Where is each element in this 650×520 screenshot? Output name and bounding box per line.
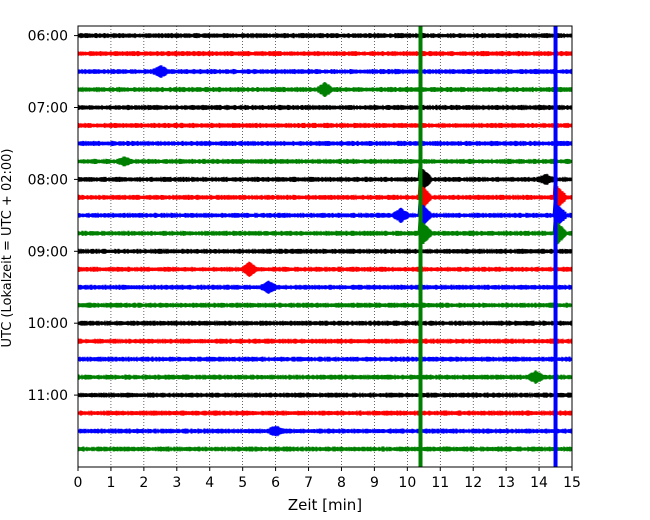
x-tick-label: 3: [172, 475, 181, 491]
x-tick-label: 8: [337, 475, 346, 491]
y-tick-label: 08:00: [28, 172, 68, 188]
trace-1045: [77, 370, 573, 384]
trace-1030: [77, 356, 573, 362]
trace-1015: [77, 338, 573, 344]
trace-1145: [77, 446, 573, 452]
x-tick-label: 6: [271, 475, 280, 491]
y-axis-ticks: 06:00 07:00 08:00 09:00 10:00 11:00: [28, 29, 78, 404]
trace-1115: [77, 410, 573, 416]
x-tick-label: 4: [205, 475, 214, 491]
plot-frame: [77, 25, 573, 468]
trace-0915: [77, 261, 573, 278]
x-axis-ticks: 0 1 2 3 4 5 6 7 8 9 10 11 12 13 14 15: [74, 467, 581, 491]
trace-1100: [77, 392, 573, 398]
x-tick-label: 7: [304, 475, 313, 491]
x-tick-label: 14: [530, 475, 548, 491]
x-tick-label: 11: [431, 475, 449, 491]
trace-0700: [77, 104, 573, 111]
y-tick-label: 10:00: [28, 316, 68, 332]
trace-0730: [77, 140, 573, 147]
trace-0830: [77, 201, 573, 230]
trace-0930: [77, 280, 573, 294]
trace-0630: [77, 65, 573, 78]
y-axis-label: UTC (Lokalzeit = UTC + 02:00): [0, 149, 15, 348]
trace-0900: [77, 248, 573, 255]
x-tick-label: 9: [370, 475, 379, 491]
trace-0600: [77, 32, 573, 39]
trace-0715: [77, 122, 573, 129]
trace-0645: [77, 81, 573, 98]
x-tick-label: 0: [74, 475, 83, 491]
trace-1130: [77, 425, 573, 437]
traces: [77, 32, 573, 452]
trace-0800: [77, 165, 573, 193]
x-tick-label: 13: [497, 475, 515, 491]
trace-0615: [77, 50, 573, 57]
trace-1000: [77, 320, 573, 326]
trace-0945: [77, 302, 573, 308]
trace-0745: [77, 156, 573, 167]
y-tick-label: 11:00: [28, 388, 68, 404]
x-tick-label: 15: [563, 475, 581, 491]
x-axis-label: Zeit [min]: [288, 496, 362, 514]
y-tick-label: 06:00: [28, 29, 68, 45]
trace-0845: [77, 219, 573, 248]
x-tick-label: 12: [464, 475, 482, 491]
trace-0815: [77, 183, 573, 212]
vertical-event-lines: [418, 26, 558, 467]
y-tick-label: 09:00: [28, 244, 68, 260]
x-tick-label: 10: [398, 475, 416, 491]
x-tick-label: 1: [106, 475, 115, 491]
x-tick-label: 5: [238, 475, 247, 491]
y-tick-label: 07:00: [28, 100, 68, 116]
x-tick-label: 2: [139, 475, 148, 491]
